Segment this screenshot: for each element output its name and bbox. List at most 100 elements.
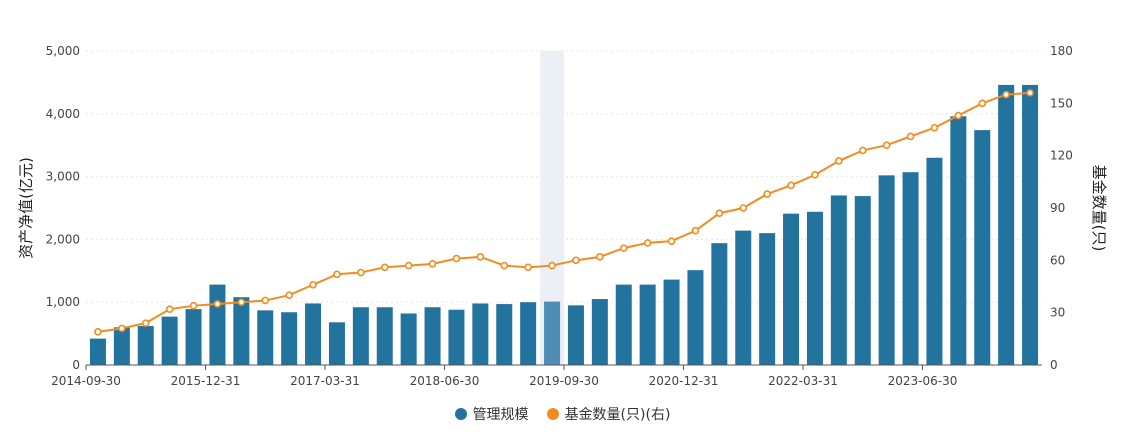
y-left-tick-label: 3,000: [46, 170, 80, 184]
bar-2017-06-30: [352, 307, 369, 365]
y-right-tick-label: 150: [1050, 96, 1073, 110]
point-2016-06-30: [261, 296, 270, 305]
point-2021-03-31: [715, 209, 724, 218]
point-2014-12-31: [118, 324, 126, 333]
bar-2015-09-30: [185, 309, 202, 365]
bar-2022-06-30: [830, 195, 847, 365]
point-2017-12-31: [404, 261, 413, 270]
bar-2023-12-31: [974, 130, 991, 365]
point-2017-06-30: [357, 268, 365, 277]
bar-2022-09-30: [854, 196, 871, 365]
legend-marker-bars: [454, 408, 467, 420]
point-2015-12-31: [213, 300, 222, 308]
bar-2018-03-31: [424, 307, 441, 365]
point-2020-12-31: [691, 226, 700, 235]
legend: 管理规模 基金数量(只)(右): [0, 404, 1125, 424]
x-tick-label: 2018-06-30: [410, 374, 480, 388]
point-2016-09-30: [285, 291, 293, 300]
point-2022-03-31: [811, 171, 819, 179]
y-left-tick-label: 0: [72, 358, 80, 372]
point-2019-12-31: [596, 253, 604, 261]
y-left-axis-title: 资产净值(亿元): [17, 157, 35, 259]
bar-2023-09-30: [950, 116, 967, 365]
bar-2014-12-31: [113, 327, 130, 365]
legend-item-line[interactable]: 基金数量(只)(右): [546, 404, 671, 424]
bar-2023-03-31: [902, 172, 919, 365]
hover-highlight-band: [540, 51, 564, 365]
bar-2018-12-31: [496, 304, 513, 365]
x-tick-label: 2019-09-30: [529, 374, 599, 388]
point-2014-09-30: [94, 328, 102, 336]
bar-2022-12-31: [878, 175, 895, 365]
legend-marker-line: [546, 408, 559, 420]
bar-2015-03-31: [137, 326, 154, 365]
bar-2021-12-31: [783, 213, 800, 365]
point-2019-03-31: [524, 263, 532, 272]
bar-2018-09-30: [472, 303, 489, 365]
legend-label-bars: 管理规模: [472, 407, 529, 423]
bar-2016-06-30: [257, 310, 274, 365]
point-2024-03-31: [1002, 90, 1010, 99]
bar-2021-03-31: [711, 243, 728, 365]
x-tick-label: 2015-12-31: [171, 374, 241, 388]
y-left-tick-label: 5,000: [46, 44, 80, 58]
point-2015-09-30: [189, 301, 198, 310]
legend-item-bars[interactable]: 管理规模: [454, 404, 529, 424]
x-tick-label: 2022-03-31: [768, 374, 838, 388]
bar-2019-06-30: [544, 301, 561, 365]
bar-layer: [89, 84, 1039, 366]
x-tick-label: 2020-12-31: [649, 374, 719, 388]
x-tick-label: 2014-09-30: [51, 374, 121, 388]
bar-2019-09-30: [567, 305, 584, 365]
point-2016-12-31: [309, 280, 317, 289]
y-right-axis-title: 基金数量(只): [1090, 165, 1108, 252]
bar-2024-06-30: [1022, 84, 1039, 366]
bar-2020-06-30: [639, 284, 656, 365]
bar-2017-12-31: [400, 313, 417, 365]
bar-2015-06-30: [161, 316, 178, 365]
y-right-tick-label: 120: [1050, 149, 1073, 163]
point-2015-06-30: [165, 305, 174, 313]
point-2020-09-30: [667, 237, 676, 245]
point-2018-06-30: [452, 254, 461, 263]
point-2022-06-30: [835, 157, 843, 165]
point-2021-09-30: [763, 190, 771, 198]
point-2020-03-31: [619, 244, 628, 252]
legend-label-line: 基金数量(只)(右): [564, 407, 671, 423]
y-right-tick-label: 90: [1050, 201, 1065, 215]
y-right-tick-label: 30: [1050, 306, 1065, 320]
x-tick-label: 2023-06-30: [888, 374, 958, 388]
bar-2019-12-31: [591, 299, 608, 365]
y-left-tick-label: 2,000: [46, 232, 80, 246]
y-right-tick-label: 0: [1050, 358, 1058, 372]
bar-2021-09-30: [759, 233, 776, 365]
point-2018-12-31: [500, 261, 509, 270]
bar-2023-06-30: [926, 157, 943, 365]
point-2020-06-30: [643, 239, 652, 247]
point-2024-06-30: [1026, 89, 1034, 97]
bar-2016-09-30: [281, 312, 298, 365]
point-2022-12-31: [882, 141, 891, 149]
bar-2015-12-31: [209, 284, 226, 365]
point-2023-12-31: [978, 99, 987, 108]
point-2017-09-30: [380, 263, 389, 272]
point-2021-12-31: [787, 181, 795, 190]
bar-2020-09-30: [663, 279, 680, 365]
point-2023-09-30: [954, 111, 963, 120]
bar-2024-03-31: [998, 84, 1015, 366]
y-right-tick-label: 60: [1050, 253, 1065, 267]
bar-2017-03-31: [328, 322, 345, 365]
y-left-tick-label: 1,000: [46, 295, 80, 309]
highlight-layer: [540, 51, 564, 365]
y-left-tick-label: 4,000: [46, 107, 80, 121]
point-2021-06-30: [739, 204, 748, 212]
bar-2022-03-31: [806, 211, 823, 365]
bar-2017-09-30: [376, 307, 393, 365]
point-2017-03-31: [333, 270, 341, 279]
x-tick-label: 2017-03-31: [290, 374, 360, 388]
bar-2018-06-30: [448, 309, 465, 365]
point-2018-03-31: [428, 260, 437, 268]
line-fund-count: [97, 91, 1031, 333]
point-2022-09-30: [858, 146, 867, 155]
